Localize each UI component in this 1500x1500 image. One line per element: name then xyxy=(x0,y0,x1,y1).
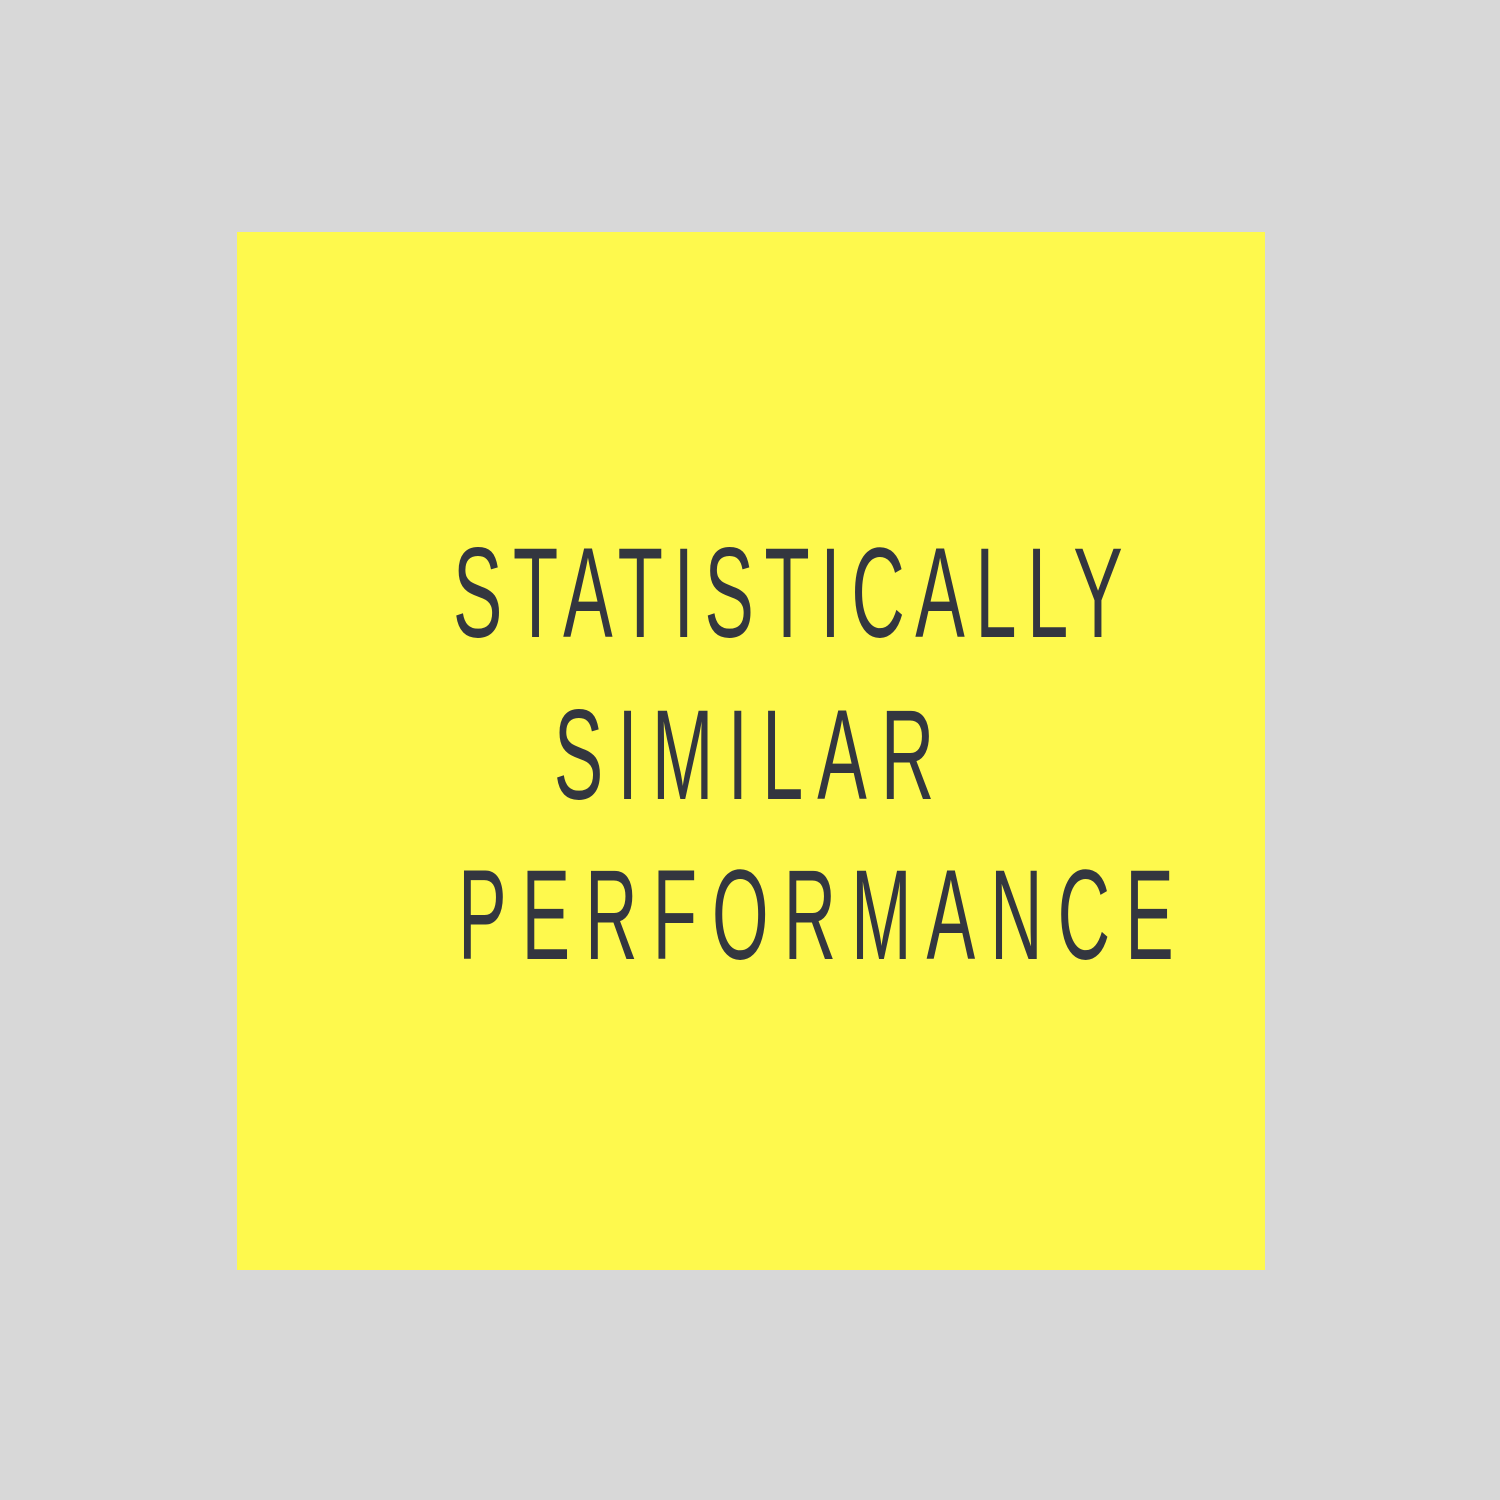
text-line-2: SIMILAR xyxy=(553,684,949,827)
yellow-card: STATISTICALLY SIMILAR PERFORMANCE xyxy=(237,232,1265,1270)
text-line-1: STATISTICALLY xyxy=(452,522,1134,665)
text-line-3: PERFORMANCE xyxy=(458,844,1189,987)
